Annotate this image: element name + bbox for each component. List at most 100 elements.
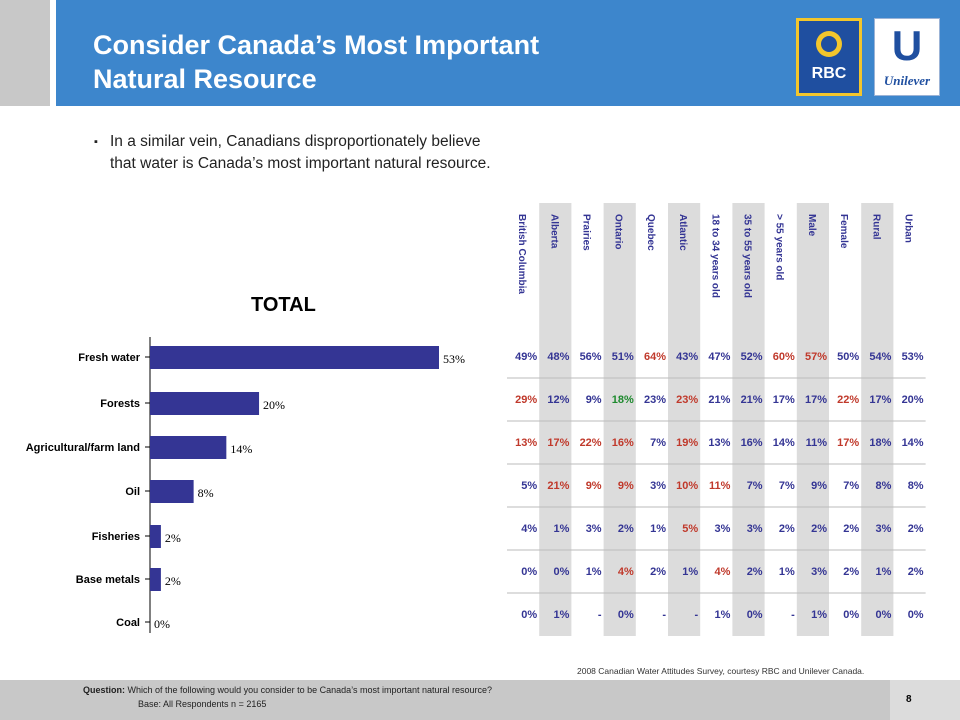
table-cell: 4% [714,566,730,578]
base-text: Base: All Respondents n = 2165 [138,699,267,709]
source-note: 2008 Canadian Water Attitudes Survey, co… [577,666,865,676]
table-cell: 53% [902,351,924,363]
unilever-mark-icon: U [891,22,923,69]
table-cell: 64% [644,351,666,363]
table-cell: 3% [586,523,602,535]
table-cell: 54% [869,351,891,363]
table-cell: 49% [515,351,537,363]
table-cell: 1% [714,609,730,621]
table-column-header: Alberta [548,214,559,249]
table-cell: 2% [747,566,763,578]
table-cell: 2% [908,566,924,578]
table-cell: 4% [618,566,634,578]
table-cell: 8% [875,480,891,492]
table-cell: 13% [708,437,730,449]
table-cell: 7% [843,480,859,492]
bar [150,480,194,503]
table-cell: 23% [644,394,666,406]
bar [150,525,161,548]
bar [150,568,161,591]
table-cell: 1% [586,566,602,578]
footer-bar [0,680,890,720]
data-label: 2% [165,531,181,545]
table-cell: 4% [521,523,537,535]
category-label: Base metals [76,574,140,586]
table-cell: 5% [682,523,698,535]
page-number: 8 [906,694,912,705]
table-cell: 1% [553,609,569,621]
table-cell: 51% [612,351,634,363]
table-cell: 11% [806,437,828,449]
table-cell: 2% [843,523,859,535]
table-cell: 3% [747,523,763,535]
table-column-shade [732,203,765,636]
table-cell: 14% [902,437,924,449]
table-cell: 3% [650,480,666,492]
data-label: 2% [165,574,181,588]
table-cell: 2% [779,523,795,535]
table-column-header: Ontario [613,214,624,250]
table-cell: 0% [843,609,859,621]
bullet-line-2: that water is Canada’s most important na… [110,155,491,172]
category-label: Forests [100,398,140,410]
table-cell: 9% [811,480,827,492]
table-cell: 8% [908,480,924,492]
table-column-shade [539,203,572,636]
table-cell: 23% [676,394,698,406]
table-cell: 21% [708,394,730,406]
table-cell: 20% [902,394,924,406]
table-cell: 7% [650,437,666,449]
table-column-header: Rural [870,214,881,240]
square-bullet-icon: ▪ [94,136,98,148]
category-label: Coal [116,617,140,629]
unilever-logo-text: Unilever [883,73,931,88]
table-cell: 1% [650,523,666,535]
table-cell: 3% [714,523,730,535]
table-cell: 0% [521,566,537,578]
table-column-shade [861,203,894,636]
table-cell: 7% [747,480,763,492]
table-column-header: British Columbia [516,214,527,294]
table-cell: 18% [869,437,891,449]
table-cell: 7% [779,480,795,492]
table-cell: 14% [773,437,795,449]
table-cell: 17% [805,394,827,406]
table-cell: 0% [908,609,924,621]
table-column-header: > 55 years old [774,214,785,280]
footer-page-box [890,680,960,720]
question-label: Question: [83,685,125,695]
chart: British Columbia Alberta Prairies Ontario Qu… [26,203,926,636]
table-cell: 9% [586,394,602,406]
page-title: Consider Canada’s Most Important Natural… [93,28,539,96]
data-label: 20% [263,398,285,412]
table-cell: 16% [741,437,763,449]
table-cell: 17% [773,394,795,406]
table-cell: 17% [869,394,891,406]
data-label: 8% [198,486,214,500]
table-cell: 0% [521,609,537,621]
table-cell: 0% [875,609,891,621]
rbc-logo: RBC [796,18,862,96]
table-cell: - [695,609,699,621]
table-column-header: Female [838,214,849,249]
bar [150,436,227,459]
table-column-shade [668,203,701,636]
table-cell: 9% [618,480,634,492]
table-cell: 22% [580,437,602,449]
table-cell: - [662,609,666,621]
table-cell: - [791,609,795,621]
data-label: 14% [230,442,252,456]
table-cell: 52% [741,351,763,363]
table-cell: 18% [612,394,634,406]
table-cell: 3% [811,566,827,578]
table-cell: 3% [875,523,891,535]
table-column-header: Male [806,214,817,237]
lion-crest-icon [816,31,842,57]
table-cell: 1% [682,566,698,578]
bar [150,392,260,415]
table-cell: 56% [580,351,602,363]
table-cell: 17% [837,437,859,449]
table-cell: 47% [708,351,730,363]
table-column-shade [603,203,636,636]
table-cell: 43% [676,351,698,363]
